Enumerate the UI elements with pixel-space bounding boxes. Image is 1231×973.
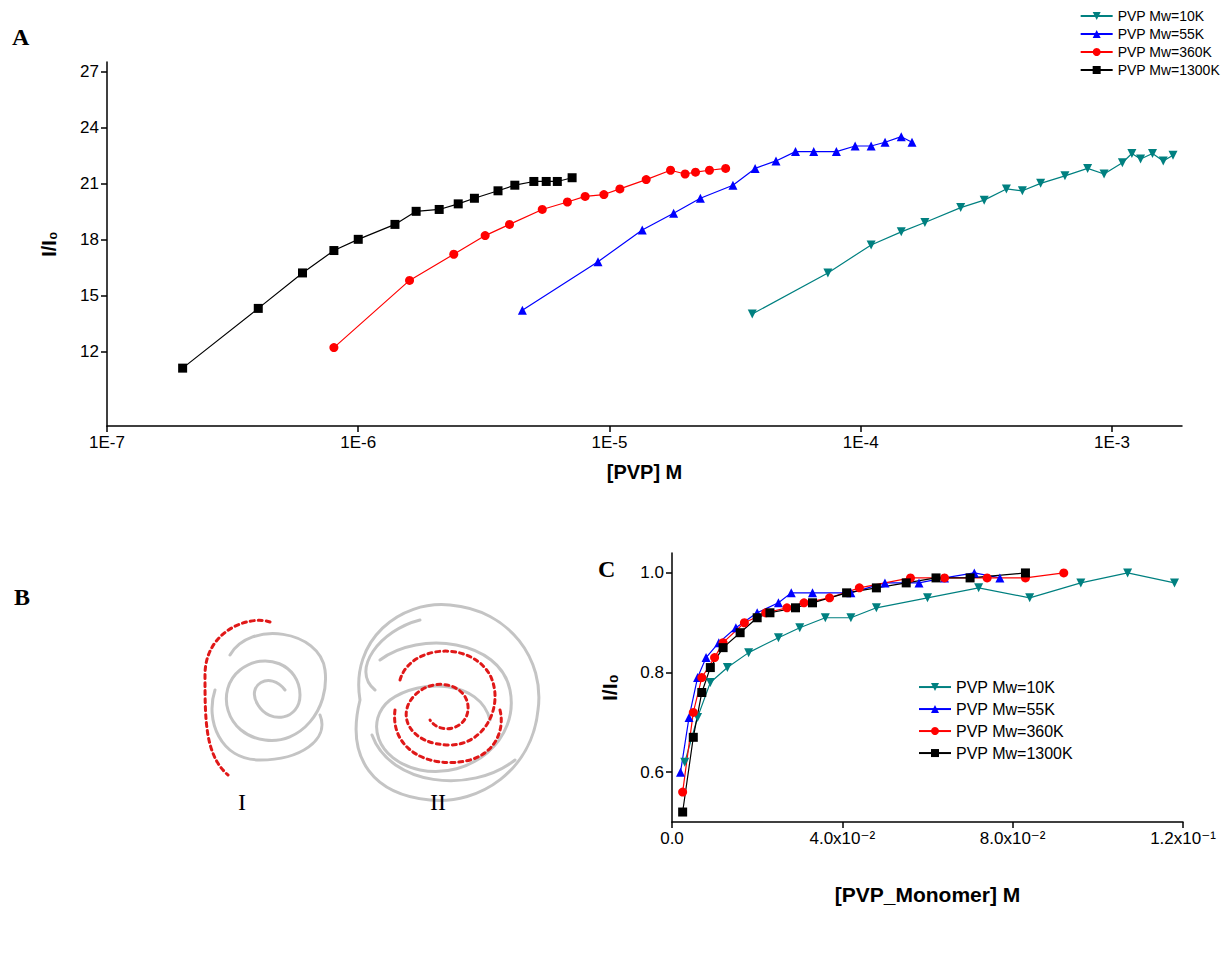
svg-text:I: I [238, 789, 246, 815]
svg-text:1E-4: 1E-4 [843, 433, 879, 452]
svg-text:I/I₀: I/I₀ [598, 674, 621, 701]
svg-text:1.2x10⁻¹: 1.2x10⁻¹ [1150, 829, 1216, 848]
svg-text:21: 21 [80, 174, 99, 193]
svg-text:0.8: 0.8 [640, 663, 664, 682]
svg-text:12: 12 [80, 342, 99, 361]
html-text:A: A [12, 24, 30, 50]
svg-text:1E-6: 1E-6 [340, 433, 376, 452]
svg-text:PVP Mw=1300K: PVP Mw=1300K [1118, 62, 1221, 78]
html-text:B: B [14, 584, 30, 610]
svg-text:PVP Mw=360K: PVP Mw=360K [1118, 44, 1213, 60]
svg-text:24: 24 [80, 118, 99, 137]
svg-text:27: 27 [80, 62, 99, 81]
svg-text:1.0: 1.0 [640, 563, 664, 582]
svg-text:1E-7: 1E-7 [89, 433, 125, 452]
svg-text:1E-5: 1E-5 [592, 433, 628, 452]
svg-text:[PVP] M: [PVP] M [607, 461, 683, 483]
svg-text:18: 18 [80, 230, 99, 249]
svg-text:[PVP_Monomer] M: [PVP_Monomer] M [835, 883, 1021, 906]
svg-text:PVP Mw=55K: PVP Mw=55K [1118, 26, 1205, 42]
svg-text:0.6: 0.6 [640, 763, 664, 782]
svg-text:15: 15 [80, 286, 99, 305]
html-text:C: C [598, 556, 616, 582]
svg-text:PVP Mw=1300K: PVP Mw=1300K [956, 745, 1073, 762]
svg-text:PVP Mw=10K: PVP Mw=10K [956, 679, 1055, 696]
svg-text:PVP Mw=10K: PVP Mw=10K [1118, 8, 1205, 24]
svg-text:PVP Mw=360K: PVP Mw=360K [956, 723, 1064, 740]
svg-text:0.0: 0.0 [660, 829, 684, 848]
svg-text:1E-3: 1E-3 [1094, 433, 1130, 452]
svg-text:4.0x10⁻²: 4.0x10⁻² [809, 829, 875, 848]
svg-text:I/I₀: I/I₀ [38, 231, 60, 257]
svg-text:II: II [430, 789, 446, 815]
svg-text:8.0x10⁻²: 8.0x10⁻² [980, 829, 1046, 848]
svg-text:PVP Mw=55K: PVP Mw=55K [956, 701, 1055, 718]
